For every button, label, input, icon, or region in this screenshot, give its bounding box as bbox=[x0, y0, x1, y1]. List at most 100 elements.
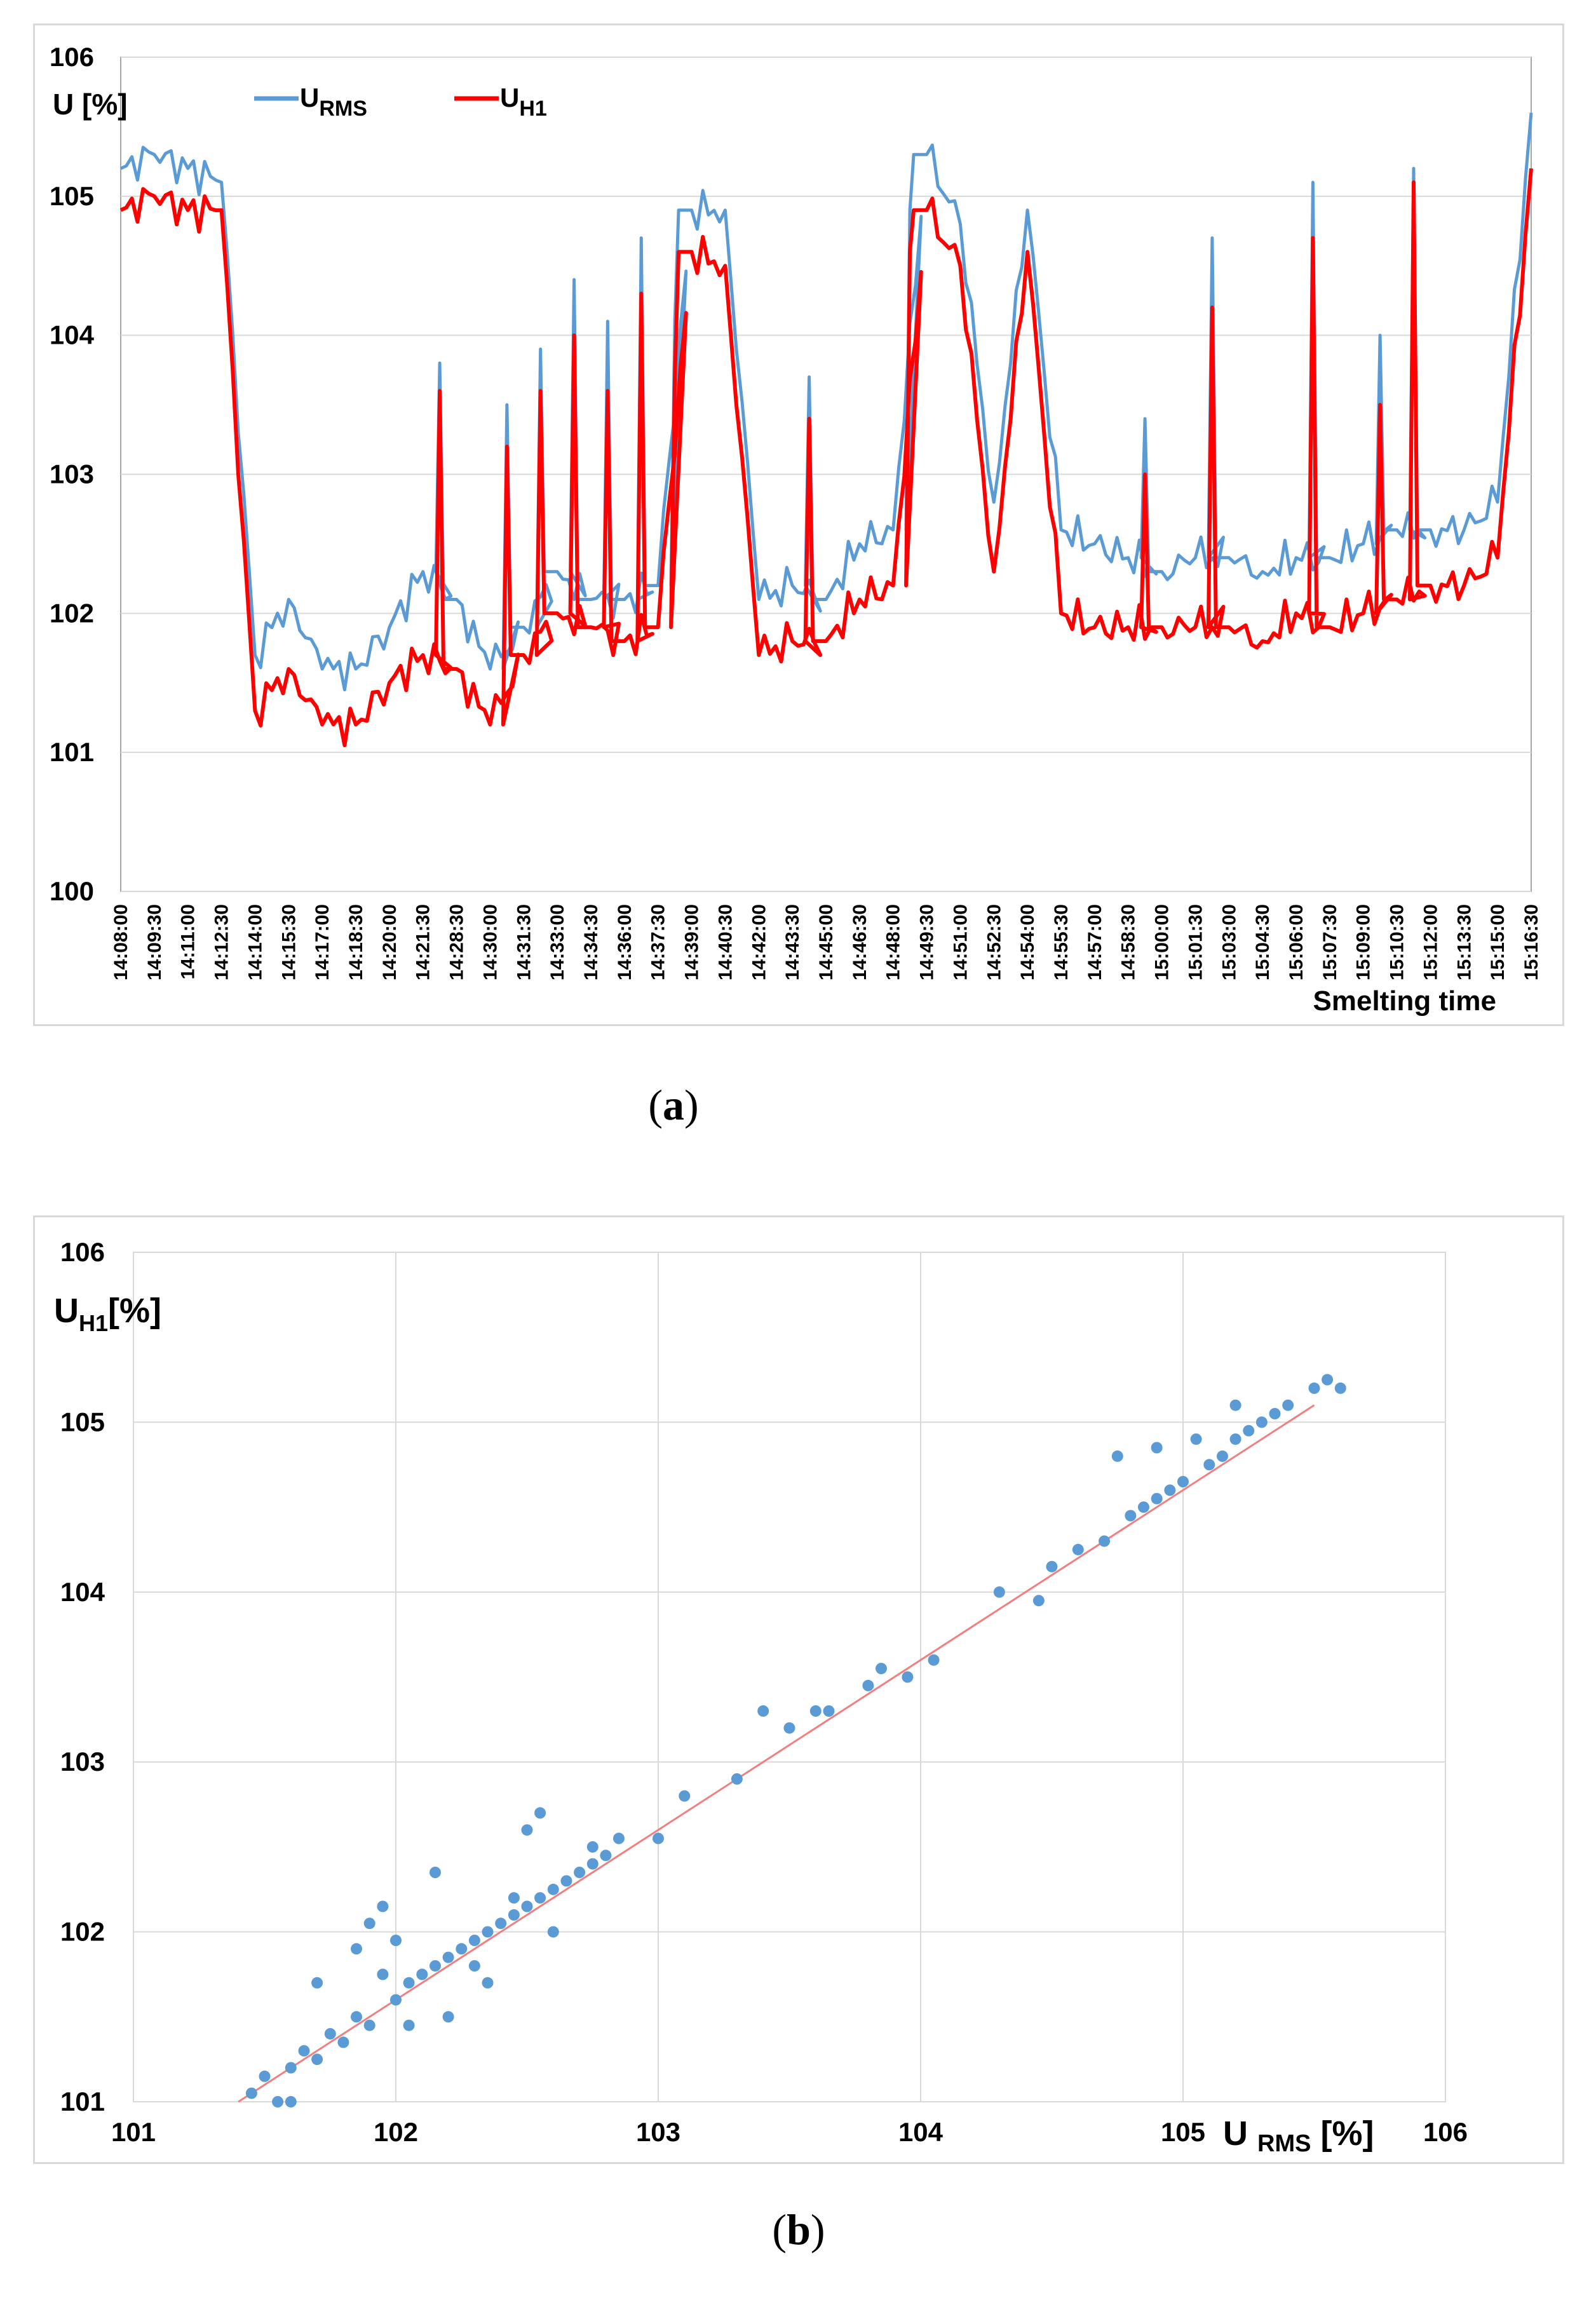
chart-panel-b: 101 102 103 104 105 106 101 102 103 104 105 106 UH… bbox=[33, 1215, 1564, 2164]
scatter-point bbox=[429, 1960, 441, 1972]
legend-label: UH1 bbox=[500, 83, 547, 121]
y-tick-label: 103 bbox=[60, 1747, 105, 1776]
scatter-point bbox=[586, 1841, 598, 1853]
scatter-point bbox=[377, 1968, 389, 1980]
x-tick-label: 15:16:30 bbox=[1521, 904, 1542, 980]
scatter-point bbox=[298, 2045, 310, 2057]
scatter-point bbox=[1046, 1560, 1058, 1573]
x-tick-label: 14:58:30 bbox=[1118, 904, 1139, 980]
x-tick-label: 15:10:30 bbox=[1387, 904, 1408, 980]
scatter-chart-b: 101 102 103 104 105 106 101 102 103 104 105 106 UH… bbox=[54, 1237, 1468, 2157]
x-tick-label: 14:39:00 bbox=[682, 904, 703, 980]
scatter-point bbox=[547, 1883, 559, 1895]
scatter-point bbox=[1190, 1433, 1202, 1445]
scatter-point bbox=[403, 2019, 415, 2031]
y-tick-label: 101 bbox=[60, 2087, 105, 2116]
scatter-point bbox=[1322, 1374, 1334, 1386]
x-tick-label: 14:33:00 bbox=[547, 904, 568, 980]
y-tick-label: 102 bbox=[50, 598, 94, 628]
x-tick-label: 14:36:00 bbox=[614, 904, 635, 980]
y-tick-label: 106 bbox=[50, 42, 94, 72]
scatter-point bbox=[416, 1968, 428, 1980]
scatter-point bbox=[508, 1909, 520, 1921]
scatter-point bbox=[285, 2096, 297, 2107]
x-tick-label: 14:28:30 bbox=[447, 904, 468, 980]
x-tick-label: 103 bbox=[636, 2117, 680, 2147]
x-tick-label: 14:14:00 bbox=[245, 904, 266, 980]
scatter-point bbox=[1164, 1484, 1176, 1496]
y-tick-label: 101 bbox=[50, 737, 94, 767]
scatter-point bbox=[1217, 1450, 1228, 1462]
scatter-point bbox=[508, 1892, 520, 1904]
x-tick-label: 14:45:00 bbox=[816, 904, 837, 980]
x-tick-label: 14:57:00 bbox=[1085, 904, 1106, 980]
x-tick-label: 14:31:30 bbox=[513, 904, 534, 980]
x-tick-label: 15:09:00 bbox=[1353, 904, 1374, 980]
scatter-point bbox=[390, 1935, 402, 1946]
scatter-point bbox=[679, 1790, 691, 1802]
series-urms-line bbox=[119, 112, 1533, 692]
x-tick-label: 14:20:00 bbox=[379, 904, 400, 980]
x-axis-label: Smelting time bbox=[1313, 985, 1497, 1017]
fit-line bbox=[238, 1404, 1315, 2103]
series-uh1-line bbox=[119, 168, 1533, 748]
scatter-point bbox=[403, 1977, 415, 1989]
scatter-point bbox=[468, 1935, 480, 1946]
scatter-point bbox=[363, 1918, 375, 1930]
caption-a: (a) bbox=[648, 1081, 699, 1129]
scatter-point bbox=[521, 1824, 533, 1836]
scatter-point bbox=[390, 1994, 402, 2006]
caption-b: (b) bbox=[772, 2205, 825, 2254]
scatter-point bbox=[534, 1892, 546, 1904]
x-tick-label: 14:12:30 bbox=[212, 904, 233, 980]
x-tick-label: 14:51:00 bbox=[950, 904, 971, 980]
scatter-point bbox=[1125, 1510, 1137, 1522]
scatter-point bbox=[363, 2019, 375, 2031]
scatter-point bbox=[429, 1867, 441, 1878]
x-tick-label: 14:09:30 bbox=[144, 904, 165, 980]
scatter-point bbox=[809, 1705, 822, 1717]
y-tick-label: 104 bbox=[60, 1577, 105, 1607]
scatter-point bbox=[311, 2053, 323, 2066]
scatter-point bbox=[351, 2011, 362, 2023]
scatter-point bbox=[285, 2062, 297, 2074]
scatter-point bbox=[876, 1663, 887, 1675]
x-tick-label: 14:49:30 bbox=[917, 904, 938, 980]
scatter-point bbox=[521, 1900, 533, 1912]
x-tick-label: 14:18:30 bbox=[346, 904, 367, 980]
x-tick-label: 15:03:00 bbox=[1219, 904, 1240, 980]
scatter-point bbox=[377, 1900, 389, 1912]
scatter-point bbox=[1151, 1442, 1163, 1454]
scatter-point bbox=[442, 2011, 454, 2023]
scatter-point bbox=[1269, 1408, 1281, 1419]
scatter-point bbox=[600, 1850, 612, 1862]
scatter-point bbox=[351, 1943, 362, 1955]
x-tick-label: 14:40:30 bbox=[715, 904, 736, 980]
scatter-point bbox=[1334, 1382, 1346, 1394]
scatter-point bbox=[311, 1977, 323, 1989]
legend-label: URMS bbox=[300, 83, 367, 121]
scatter-point bbox=[574, 1867, 586, 1878]
x-tick-label: 14:11:00 bbox=[178, 904, 199, 979]
scatter-point bbox=[259, 2070, 271, 2082]
x-tick-label: 15:00:00 bbox=[1152, 904, 1173, 980]
x-tick-label: 14:15:30 bbox=[278, 904, 299, 980]
scatter-point bbox=[613, 1832, 625, 1844]
plot-area bbox=[133, 1252, 1446, 2102]
x-tick-label: 14:21:30 bbox=[413, 904, 434, 980]
scatter-point bbox=[1111, 1450, 1123, 1462]
y-tick-label: 106 bbox=[60, 1237, 105, 1267]
scatter-point bbox=[928, 1654, 940, 1666]
y-tick-label: 105 bbox=[50, 181, 94, 211]
scatter-point bbox=[586, 1858, 598, 1870]
x-tick-label: 101 bbox=[111, 2117, 156, 2147]
x-tick-label: 15:06:00 bbox=[1286, 904, 1307, 980]
scatter-point bbox=[823, 1705, 835, 1717]
y-tick-label: 102 bbox=[60, 1917, 105, 1947]
scatter-point bbox=[1072, 1543, 1084, 1555]
scatter-point bbox=[902, 1671, 914, 1683]
x-tick-label: 14:42:00 bbox=[748, 904, 769, 980]
y-axis-label: UH1[%] bbox=[54, 1292, 161, 1336]
scatter-point bbox=[245, 2087, 257, 2099]
x-tick-label: 105 bbox=[1161, 2117, 1205, 2147]
